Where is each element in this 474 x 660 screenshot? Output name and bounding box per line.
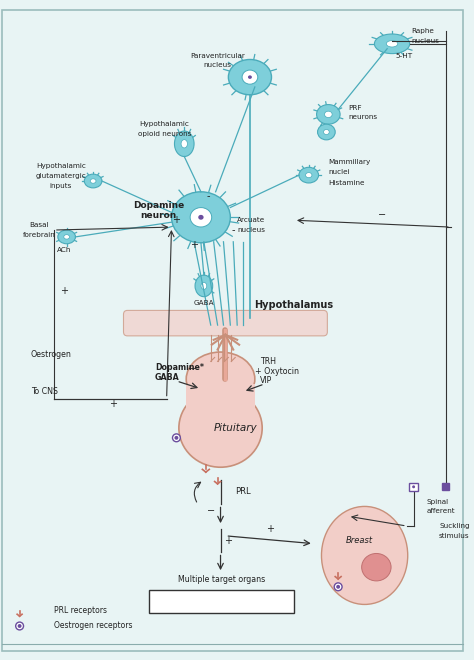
Text: +: +: [60, 286, 68, 296]
Ellipse shape: [306, 173, 312, 178]
Ellipse shape: [386, 41, 398, 47]
Text: +: +: [190, 240, 198, 249]
Ellipse shape: [198, 215, 204, 220]
Text: Dopamine*: Dopamine*: [155, 363, 204, 372]
Ellipse shape: [325, 111, 332, 117]
Ellipse shape: [64, 235, 70, 239]
Text: -: -: [206, 191, 210, 201]
Ellipse shape: [174, 131, 194, 156]
Text: Basal: Basal: [29, 222, 49, 228]
Ellipse shape: [362, 554, 391, 581]
Ellipse shape: [248, 75, 252, 79]
Text: −: −: [207, 506, 215, 516]
Text: +: +: [109, 399, 117, 409]
Ellipse shape: [18, 624, 21, 628]
Text: neurons: neurons: [348, 114, 377, 120]
Text: glutamatergic: glutamatergic: [36, 173, 86, 179]
Text: Dopamine: Dopamine: [133, 201, 184, 210]
Ellipse shape: [317, 104, 340, 124]
Ellipse shape: [201, 282, 207, 289]
Text: nucleus: nucleus: [411, 38, 440, 44]
Text: Raphe: Raphe: [411, 28, 435, 34]
Text: nucleus: nucleus: [204, 62, 232, 69]
FancyBboxPatch shape: [2, 11, 463, 651]
Text: GABA: GABA: [193, 300, 214, 306]
Text: -: -: [231, 225, 235, 235]
Text: PRL receptors: PRL receptors: [54, 606, 107, 615]
Text: GABA: GABA: [155, 372, 180, 381]
Text: Hypothalamus: Hypothalamus: [255, 300, 334, 310]
Ellipse shape: [58, 230, 75, 244]
Text: Arcuate: Arcuate: [237, 217, 265, 223]
Text: Mammillary: Mammillary: [328, 160, 371, 166]
Text: afferent: afferent: [426, 508, 455, 514]
Text: opioid neurons: opioid neurons: [138, 131, 191, 137]
Text: Hypothalamic: Hypothalamic: [36, 163, 86, 170]
Text: Pituitary: Pituitary: [213, 423, 257, 433]
Text: + Oxytocin: + Oxytocin: [255, 367, 299, 376]
Text: Spinal: Spinal: [426, 498, 448, 504]
Ellipse shape: [190, 208, 212, 227]
Ellipse shape: [299, 167, 319, 183]
Text: neuron: neuron: [141, 211, 177, 220]
Text: Breast: Breast: [346, 536, 373, 545]
Ellipse shape: [173, 434, 180, 442]
Text: nuclei: nuclei: [328, 169, 350, 175]
Text: Oestrogen receptors: Oestrogen receptors: [54, 620, 132, 630]
Ellipse shape: [336, 585, 340, 589]
Text: −: −: [188, 364, 196, 374]
Ellipse shape: [16, 622, 24, 630]
Ellipse shape: [195, 275, 213, 297]
Ellipse shape: [186, 352, 255, 406]
Text: Suckling: Suckling: [439, 523, 470, 529]
Ellipse shape: [90, 179, 96, 183]
Text: +: +: [173, 215, 181, 225]
Ellipse shape: [334, 583, 342, 591]
Ellipse shape: [324, 129, 329, 135]
Text: +: +: [224, 536, 232, 546]
Ellipse shape: [172, 192, 230, 243]
Text: Multiple target organs: Multiple target organs: [178, 576, 265, 585]
Text: stimulus: stimulus: [439, 533, 470, 539]
Text: Hypothalamic: Hypothalamic: [140, 121, 190, 127]
FancyBboxPatch shape: [186, 384, 255, 413]
Text: To CNS: To CNS: [31, 387, 58, 396]
Text: nucleus: nucleus: [237, 227, 265, 233]
FancyBboxPatch shape: [124, 310, 328, 336]
Ellipse shape: [321, 506, 408, 605]
Text: TRH: TRH: [260, 357, 276, 366]
Text: VIP: VIP: [260, 376, 272, 385]
Text: ACh: ACh: [56, 247, 71, 253]
Text: PRF: PRF: [348, 104, 362, 110]
Ellipse shape: [174, 436, 178, 440]
Ellipse shape: [228, 59, 272, 95]
Text: 5-HT: 5-HT: [395, 53, 412, 59]
FancyBboxPatch shape: [149, 590, 294, 613]
Text: forebrain: forebrain: [23, 232, 55, 238]
Ellipse shape: [181, 140, 187, 148]
Ellipse shape: [84, 174, 102, 188]
Ellipse shape: [318, 124, 335, 140]
Text: +: +: [265, 524, 273, 534]
Text: inputs: inputs: [50, 183, 72, 189]
Ellipse shape: [412, 485, 415, 488]
Text: Oestrogen: Oestrogen: [30, 350, 72, 359]
Text: PRL: PRL: [235, 487, 251, 496]
Ellipse shape: [242, 70, 258, 84]
Text: Histamine: Histamine: [328, 180, 365, 186]
Ellipse shape: [374, 34, 410, 53]
Text: Paraventricular: Paraventricular: [190, 53, 245, 59]
Text: −: −: [378, 211, 386, 220]
Ellipse shape: [179, 389, 262, 467]
